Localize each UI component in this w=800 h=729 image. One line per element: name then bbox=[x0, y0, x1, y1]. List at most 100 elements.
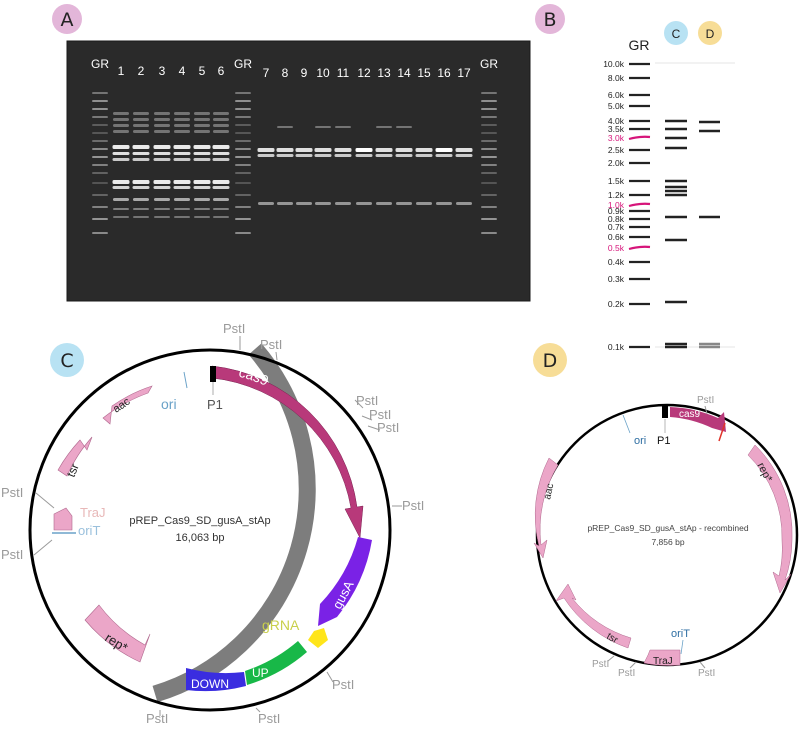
ladder-size-label: 2.0k bbox=[608, 158, 625, 168]
gel-band bbox=[296, 202, 312, 205]
tsr-label: tsr bbox=[64, 462, 82, 480]
gel-label: 10 bbox=[316, 66, 330, 80]
cas9-label-d: cas9 bbox=[679, 409, 701, 420]
gel-band bbox=[481, 100, 497, 102]
gel-band bbox=[213, 112, 229, 115]
gel-band bbox=[212, 186, 230, 189]
gel-band bbox=[314, 154, 332, 157]
ladder-header: GR bbox=[629, 37, 650, 53]
gel-band bbox=[92, 164, 108, 166]
gel-label: 14 bbox=[397, 66, 411, 80]
pstI-label: PstI bbox=[592, 659, 609, 670]
gel-band bbox=[212, 152, 230, 155]
gel-label: 11 bbox=[337, 66, 350, 80]
up-label: UP bbox=[252, 666, 269, 680]
ladder-size-label: 0.7k bbox=[608, 222, 625, 232]
gel-band bbox=[113, 124, 129, 127]
gel-band bbox=[112, 180, 130, 184]
gel-band bbox=[92, 148, 108, 150]
gel-band bbox=[92, 172, 108, 174]
up-arrow bbox=[245, 641, 307, 685]
gel-band bbox=[154, 124, 170, 127]
gel-band bbox=[481, 140, 497, 142]
gel-band bbox=[193, 186, 211, 189]
pstI-label: PstI bbox=[1, 485, 23, 500]
gel-band bbox=[396, 202, 412, 205]
gel-band bbox=[212, 158, 230, 161]
p1-label: P1 bbox=[207, 397, 223, 412]
lane-d-bands bbox=[699, 120, 720, 349]
cas9-arrow-d bbox=[670, 407, 726, 432]
rep-arrow-d bbox=[747, 444, 793, 594]
gel-band bbox=[235, 218, 251, 220]
gel-band bbox=[174, 112, 190, 115]
gel-band bbox=[481, 124, 497, 126]
gel-band bbox=[213, 198, 229, 201]
gel-band bbox=[416, 202, 432, 205]
gel-band bbox=[113, 208, 129, 210]
gel-band bbox=[194, 112, 210, 115]
pstI-label: PstI bbox=[369, 407, 391, 422]
gel-band bbox=[235, 124, 251, 126]
gel-band bbox=[153, 180, 171, 184]
gel-band bbox=[92, 232, 108, 234]
gel-band bbox=[481, 116, 497, 118]
gel-band bbox=[235, 232, 251, 234]
gel-band bbox=[112, 152, 130, 155]
gel-label: GR bbox=[91, 57, 109, 71]
traj-shape bbox=[53, 507, 73, 531]
gel-band bbox=[212, 180, 230, 184]
gel-band bbox=[235, 140, 251, 142]
gel-band bbox=[295, 148, 313, 152]
ladder-band bbox=[628, 202, 651, 208]
gel-band bbox=[113, 216, 129, 218]
gel-band bbox=[173, 158, 191, 161]
gel-label: 13 bbox=[377, 66, 391, 80]
gel-band bbox=[415, 154, 433, 157]
gel-band bbox=[174, 216, 190, 218]
gel-band bbox=[455, 154, 473, 157]
gel-band bbox=[92, 156, 108, 158]
ladder-size-label: 5.0k bbox=[608, 101, 625, 111]
gel-band bbox=[173, 186, 191, 189]
pstI-label: PstI bbox=[356, 393, 378, 408]
gel-band bbox=[276, 148, 294, 152]
tsr-arrow-d bbox=[555, 583, 632, 649]
gel-image: GR 1 2 3 4 5 6 GR 7 8 9 10 11 12 13 14 1… bbox=[66, 40, 531, 302]
tsr-arrow bbox=[57, 436, 93, 477]
pstI-label: PstI bbox=[698, 668, 715, 679]
pstI-label: PstI bbox=[146, 711, 168, 726]
gel-band bbox=[334, 154, 352, 157]
ladder-size-label: 4.0k bbox=[608, 116, 625, 126]
gel-band bbox=[436, 202, 452, 205]
gel-band bbox=[235, 164, 251, 166]
gel-band bbox=[193, 180, 211, 184]
gel-label: GR bbox=[234, 57, 252, 71]
gel-band bbox=[154, 216, 170, 218]
pstI-label: PstI bbox=[332, 677, 354, 692]
pstI-label: PstI bbox=[697, 395, 714, 406]
pstI-label: PstI bbox=[618, 668, 635, 679]
map-d-name: pREP_Cas9_SD_gusA_stAp - recombined bbox=[587, 523, 748, 533]
ladder-size-label: 8.0k bbox=[608, 73, 625, 83]
traj-arrow-d bbox=[643, 649, 681, 666]
ladder-size-label: 6.0k bbox=[608, 90, 625, 100]
gel-label: 7 bbox=[263, 66, 270, 80]
gel-band bbox=[154, 112, 170, 115]
gel-band bbox=[235, 92, 251, 94]
gel-band bbox=[315, 126, 331, 128]
ladder-size-label: 0.6k bbox=[608, 232, 625, 242]
gel-band bbox=[213, 130, 229, 133]
gRNA-label: gRNA bbox=[262, 617, 300, 633]
gel-band bbox=[315, 202, 331, 205]
ladder-band bbox=[628, 245, 651, 251]
gel-band bbox=[435, 154, 453, 157]
gel-band bbox=[235, 194, 251, 196]
gel-band bbox=[112, 158, 130, 161]
gel-band bbox=[235, 172, 251, 174]
ori-label-d: ori bbox=[634, 435, 646, 447]
gel-band bbox=[133, 130, 149, 133]
down-label: DOWN bbox=[191, 677, 229, 691]
gel-band bbox=[481, 206, 497, 208]
gel-band bbox=[153, 186, 171, 189]
